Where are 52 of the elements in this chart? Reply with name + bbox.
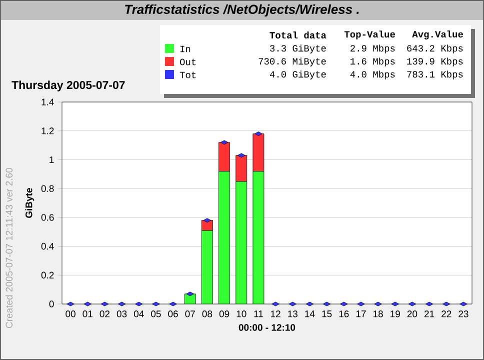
x-tick-label: 14 (305, 310, 315, 318)
y-tick-label: 0.4 (41, 242, 54, 250)
x-tick-label: 19 (390, 310, 400, 318)
x-tick-label: 17 (356, 310, 366, 318)
x-tick-label: 06 (168, 310, 178, 318)
x-tick-label: 21 (424, 310, 434, 318)
x-tick-label: 08 (202, 310, 212, 318)
legend-label: In (180, 46, 190, 52)
x-tick-label: 22 (442, 310, 452, 318)
chart-subtitle: Thursday 2005-07-07 (12, 80, 125, 92)
x-tick-label: 01 (82, 310, 92, 318)
y-axis-title: GiByte (25, 188, 34, 218)
y-tick-label: 1 (50, 156, 54, 163)
text: 1.6 Mbps (350, 58, 395, 66)
text: Top-Value (344, 30, 395, 40)
x-tick-label: 07 (185, 310, 195, 318)
text: 783.1 Kbps (407, 70, 463, 80)
y-tick-label: 0 (49, 300, 54, 308)
text: 4.0 Mbps (350, 70, 395, 80)
text: 730.6 MiByte (258, 58, 326, 66)
x-tick-label: 09 (219, 310, 230, 318)
x-tick-label: 11 (254, 310, 263, 318)
x-tick-label: 05 (151, 310, 161, 318)
legend-label: Tot (180, 72, 196, 78)
chart-title: Trafficstatistics /NetObjects/Wireless . (125, 4, 359, 17)
legend-label: Out (180, 58, 196, 66)
x-tick-label: 02 (100, 310, 110, 318)
text: Avg.Value (412, 30, 463, 40)
y-tick-label: 0.6 (41, 214, 54, 221)
text: 643.2 Kbps (407, 44, 463, 54)
text: 139.9 Kbps (407, 58, 463, 66)
x-tick-label: 13 (288, 310, 298, 318)
text: Total data (270, 32, 326, 38)
x-tick-label: 04 (134, 310, 144, 318)
text: Created 2005-07-07 12:11:43 ver 2.60 (6, 168, 12, 328)
x-tick-label: 00 (66, 310, 76, 318)
x-tick-label: 03 (116, 310, 127, 318)
y-tick-label: 1.2 (42, 128, 54, 134)
x-axis-title: 00:00 - 12:10 (238, 324, 296, 331)
x-tick-label: 10 (236, 310, 246, 318)
x-tick-label: 23 (458, 310, 468, 318)
y-tick-label: 0.8 (41, 185, 54, 192)
x-tick-label: 20 (407, 310, 418, 318)
text: 2.9 Mbps (350, 44, 395, 54)
text: 4.0 GiByte (270, 70, 326, 80)
x-tick-label: 18 (373, 310, 383, 318)
text: 3.3 GiByte (270, 44, 326, 54)
x-tick-label: 16 (339, 310, 349, 318)
x-tick-label: 12 (270, 310, 280, 318)
y-tick-label: 0.2 (41, 272, 54, 279)
x-tick-label: 15 (322, 310, 332, 318)
y-tick-label: 1.4 (42, 98, 54, 106)
